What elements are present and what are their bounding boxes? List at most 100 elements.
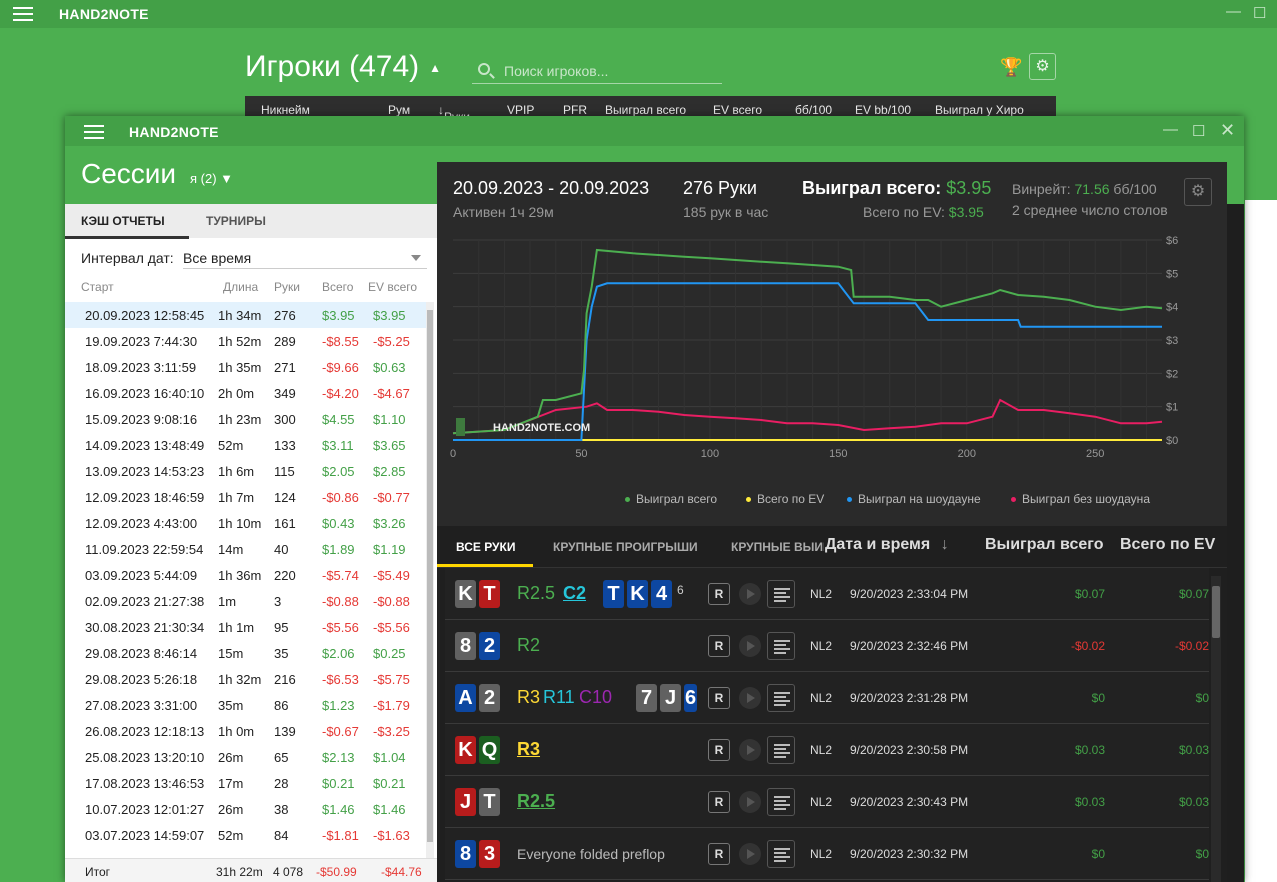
session-row[interactable]: 30.08.2023 21:30:34 1h 1m 95 -$5.56 -$5.56 (65, 614, 427, 640)
maximize-icon[interactable]: ☐ (1192, 123, 1206, 140)
session-row[interactable]: 18.09.2023 3:11:59 1h 35m 271 -$9.66 $0.63 (65, 354, 427, 380)
column-hands[interactable]: Руки (274, 280, 300, 294)
session-ev: -$4.67 (373, 386, 410, 401)
column-ev-total[interactable]: EV всего (368, 280, 418, 294)
hand-dt: 9/20/2023 2:30:32 PM (850, 847, 969, 861)
hand-row[interactable]: K T R2.5 C2 T K 4 6 R NL2 9/20/2023 2:33:04 PM $0.0… (445, 568, 1209, 620)
session-row[interactable]: 27.08.2023 3:31:00 35m 86 $1.23 -$1.79 (65, 692, 427, 718)
session-row[interactable]: 20.09.2023 12:58:45 1h 34m 276 $3.95 $3.95 (65, 302, 427, 328)
player-search-input[interactable]: Поиск игроков... (472, 58, 722, 84)
close-icon[interactable]: ✕ (1220, 120, 1236, 140)
session-row[interactable]: 25.08.2023 13:20:10 26m 65 $2.13 $1.04 (65, 744, 427, 770)
column-won-vs-hero[interactable]: Выиграл у Хиро (935, 103, 1024, 117)
column-vpip[interactable]: VPIP (507, 103, 535, 117)
hand-history-icon[interactable] (767, 840, 795, 868)
hand-history-icon[interactable] (767, 580, 795, 608)
session-row[interactable]: 26.08.2023 12:18:13 1h 0m 139 -$0.67 -$3.25 (65, 718, 427, 744)
column-nickname[interactable]: Никнейм (261, 103, 310, 117)
column-ev-total[interactable]: EV всего (713, 103, 763, 117)
session-row[interactable]: 03.07.2023 14:59:07 52m 84 -$1.81 -$1.63 (65, 822, 427, 848)
play-icon[interactable] (739, 739, 761, 761)
session-start: 15.09.2023 9:08:16 (85, 412, 198, 427)
column-won-total[interactable]: Выиграл всего (605, 103, 687, 117)
session-row[interactable]: 12.09.2023 4:43:00 1h 10m 161 $0.43 $3.26 (65, 510, 427, 536)
hand-row[interactable]: 8 2 R2 R NL2 9/20/2023 2:32:46 PM -$0.02 -$0.02 (445, 620, 1209, 672)
replay-button[interactable]: R (708, 791, 730, 813)
hand-dt: 9/20/2023 2:30:43 PM (850, 795, 969, 809)
hands-scrollbar-thumb[interactable] (1212, 586, 1220, 638)
gear-icon[interactable]: ⚙ (1184, 178, 1212, 206)
y-tick-label: $4 (1166, 302, 1178, 314)
hole-card: A (455, 684, 476, 712)
hand-history-icon[interactable] (767, 736, 795, 764)
date-interval-select[interactable]: Все время (183, 250, 427, 269)
minimize-icon[interactable]: — (1226, 3, 1241, 20)
play-icon[interactable] (739, 687, 761, 709)
tab-all-hands[interactable]: ВСЕ РУКИ (456, 540, 516, 554)
trophy-icon[interactable]: 🏆 (1000, 57, 1023, 77)
column-room[interactable]: Рум (388, 103, 411, 117)
hand-history-icon[interactable] (767, 684, 795, 712)
session-row[interactable]: 02.09.2023 21:27:38 1m 3 -$0.88 -$0.88 (65, 588, 427, 614)
replay-button[interactable]: R (708, 843, 730, 865)
session-row[interactable]: 12.09.2023 18:46:59 1h 7m 124 -$0.86 -$0.77 (65, 484, 427, 510)
session-row[interactable]: 10.07.2023 12:01:27 26m 38 $1.46 $1.46 (65, 796, 427, 822)
play-icon[interactable] (739, 791, 761, 813)
legend-showdown[interactable]: Выиграл на шоудауне (847, 492, 981, 506)
session-row[interactable]: 19.09.2023 7:44:30 1h 52m 289 -$8.55 -$5.25 (65, 328, 427, 354)
session-row[interactable]: 15.09.2023 9:08:16 1h 23m 300 $4.55 $1.10 (65, 406, 427, 432)
legend-ev-total[interactable]: Всего по EV (746, 492, 824, 506)
hand-history-icon[interactable] (767, 788, 795, 816)
replay-button[interactable]: R (708, 583, 730, 605)
scrollbar-thumb[interactable] (427, 310, 433, 842)
minimize-icon[interactable]: — (1163, 121, 1178, 138)
hand-row[interactable]: 8 3 Everyone folded preflop R NL2 9/20/2023 2… (445, 828, 1209, 880)
session-row[interactable]: 29.08.2023 8:46:14 15m 35 $2.06 $0.25 (65, 640, 427, 666)
total-label: Итог (85, 865, 111, 879)
tab-big-losses[interactable]: КРУПНЫЕ ПРОИГРЫШИ (553, 540, 698, 554)
tab-big-wins[interactable]: КРУПНЫЕ ВЫИГ (731, 540, 824, 554)
column-pfr[interactable]: PFR (563, 103, 587, 117)
session-row[interactable]: 11.09.2023 22:59:54 14m 40 $1.89 $1.19 (65, 536, 427, 562)
session-row[interactable]: 29.08.2023 5:26:18 1h 32m 216 -$6.53 -$5.75 (65, 666, 427, 692)
play-icon[interactable] (739, 843, 761, 865)
gear-icon[interactable]: ⚙ (1029, 53, 1056, 80)
session-length: 1h 23m (218, 412, 262, 427)
preflop-action: R3 (517, 687, 541, 707)
menu-icon[interactable] (13, 7, 33, 21)
session-row[interactable]: 14.09.2023 13:48:49 52m 133 $3.11 $3.65 (65, 432, 427, 458)
column-ev-bb100[interactable]: EV bb/100 (855, 103, 912, 117)
hand-row[interactable]: J T R2.5 R NL2 9/20/2023 2:30:43 PM $0.03 $0.03 (445, 776, 1209, 828)
tab-tournaments[interactable]: ТУРНИРЫ (206, 214, 266, 228)
caret-up-icon[interactable]: ▲ (429, 61, 442, 76)
sort-date-time-label: Дата и время (825, 536, 931, 553)
column-hands[interactable]: ↓ Руки (438, 103, 470, 124)
replay-button[interactable]: R (708, 687, 730, 709)
hands-scrollbar[interactable] (1211, 576, 1221, 882)
legend-won-total[interactable]: Выиграл всего (625, 492, 717, 506)
replay-button[interactable]: R (708, 739, 730, 761)
player-filter-dropdown[interactable]: я (2) ▼ (190, 171, 233, 186)
tab-cash-reports[interactable]: КЭШ ОТЧЕТЫ (81, 214, 165, 228)
hand-row[interactable]: K Q R3 R NL2 9/20/2023 2:30:58 PM $0.03 $0.03 (445, 724, 1209, 776)
hand-history-icon[interactable] (767, 632, 795, 660)
legend-non-showdown[interactable]: Выиграл без шоудауна (1011, 492, 1150, 506)
maximize-icon[interactable]: ☐ (1253, 5, 1267, 22)
session-row[interactable]: 13.09.2023 14:53:23 1h 6m 115 $2.05 $2.85 (65, 458, 427, 484)
session-row[interactable]: 03.09.2023 5:44:09 1h 36m 220 -$5.74 -$5.49 (65, 562, 427, 588)
sort-ev-total[interactable]: Всего по EV (1120, 536, 1216, 553)
column-length[interactable]: Длина (223, 280, 259, 294)
sort-date-time[interactable]: Дата и время ↓ (825, 536, 949, 554)
play-icon[interactable] (739, 635, 761, 657)
replay-button[interactable]: R (708, 635, 730, 657)
play-icon[interactable] (739, 583, 761, 605)
sort-won-total[interactable]: Выиграл всего (985, 536, 1104, 553)
session-hands: 300 (274, 412, 296, 427)
column-start[interactable]: Старт (81, 280, 114, 294)
column-total[interactable]: Всего (322, 280, 354, 294)
column-bb100[interactable]: бб/100 (795, 103, 833, 117)
menu-icon[interactable] (84, 125, 104, 139)
hand-row[interactable]: A 2 R3 R11 C10 7 J 6 R NL2 9/20/2023 2:31:28 PM $0 $… (445, 672, 1209, 724)
session-row[interactable]: 16.09.2023 16:40:10 2h 0m 349 -$4.20 -$4.67 (65, 380, 427, 406)
session-row[interactable]: 17.08.2023 13:46:53 17m 28 $0.21 $0.21 (65, 770, 427, 796)
